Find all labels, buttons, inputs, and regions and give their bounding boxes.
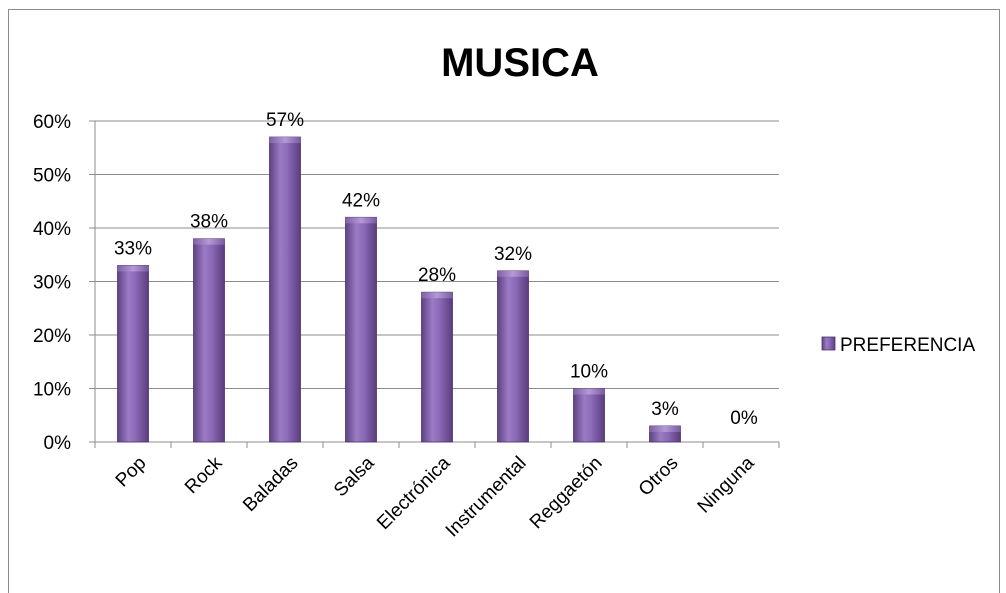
y-tick-label: 40%: [33, 219, 71, 240]
y-tick-label: 60%: [33, 112, 71, 133]
chart-frame: [8, 9, 1000, 593]
bar-cap: [193, 238, 225, 245]
bar-baladas: [269, 136, 301, 443]
bars: [117, 136, 681, 443]
legend-label-preferencia: PREFERENCIA: [840, 335, 975, 356]
category-labels: Pop Rock Baladas SalsaElectrónicaInstrument…: [112, 452, 759, 541]
category-label: Ninguna: [694, 452, 759, 517]
y-tick-labels: 0% 10% 20% 30% 40% 50% 60%: [33, 112, 71, 454]
bar-cap: [573, 388, 605, 395]
category-label: Baladas: [239, 453, 302, 516]
legend-swatch-preferencia: [821, 336, 836, 351]
legend: PREFERENCIA: [821, 335, 975, 356]
data-label: 38%: [190, 212, 228, 233]
data-label: 28%: [418, 265, 456, 286]
bar-rock: [193, 238, 225, 443]
bar-cap: [117, 265, 149, 272]
category-label: Rock: [181, 452, 227, 498]
bar-cap: [497, 270, 529, 277]
data-label: 0%: [730, 408, 758, 429]
bar-cap: [269, 137, 301, 144]
bar-instrumental: [497, 270, 529, 443]
data-label: 33%: [114, 238, 152, 259]
y-tick-label: 10%: [33, 380, 71, 401]
bar-cap: [649, 425, 681, 432]
data-label: 32%: [494, 244, 532, 265]
data-labels: 33% 38% 57% 42% 28% 32% 10% 3% 0%: [114, 110, 758, 429]
bar-cap: [421, 292, 453, 299]
y-tick-label: 0%: [44, 433, 72, 454]
category-label: Electrónica: [373, 452, 455, 534]
data-label: 10%: [570, 362, 608, 383]
bar-pop: [117, 265, 149, 443]
bar-cap: [345, 217, 377, 224]
category-label: Instrumental: [442, 453, 531, 542]
category-label: Otros: [635, 453, 683, 501]
category-label: Pop: [112, 453, 151, 492]
data-label: 42%: [342, 190, 380, 211]
y-tick-label: 50%: [33, 166, 71, 187]
data-label: 3%: [651, 399, 679, 420]
bar-electrónica: [421, 291, 453, 443]
category-label: Reggaetón: [526, 453, 607, 534]
bar-salsa: [345, 216, 377, 443]
bar-reggaetón: [573, 388, 605, 443]
y-tick-label: 30%: [33, 273, 71, 294]
y-tick-label: 20%: [33, 326, 71, 347]
chart-title: MUSICA: [441, 41, 599, 85]
data-label: 57%: [266, 110, 304, 131]
category-label: Salsa: [330, 452, 379, 501]
